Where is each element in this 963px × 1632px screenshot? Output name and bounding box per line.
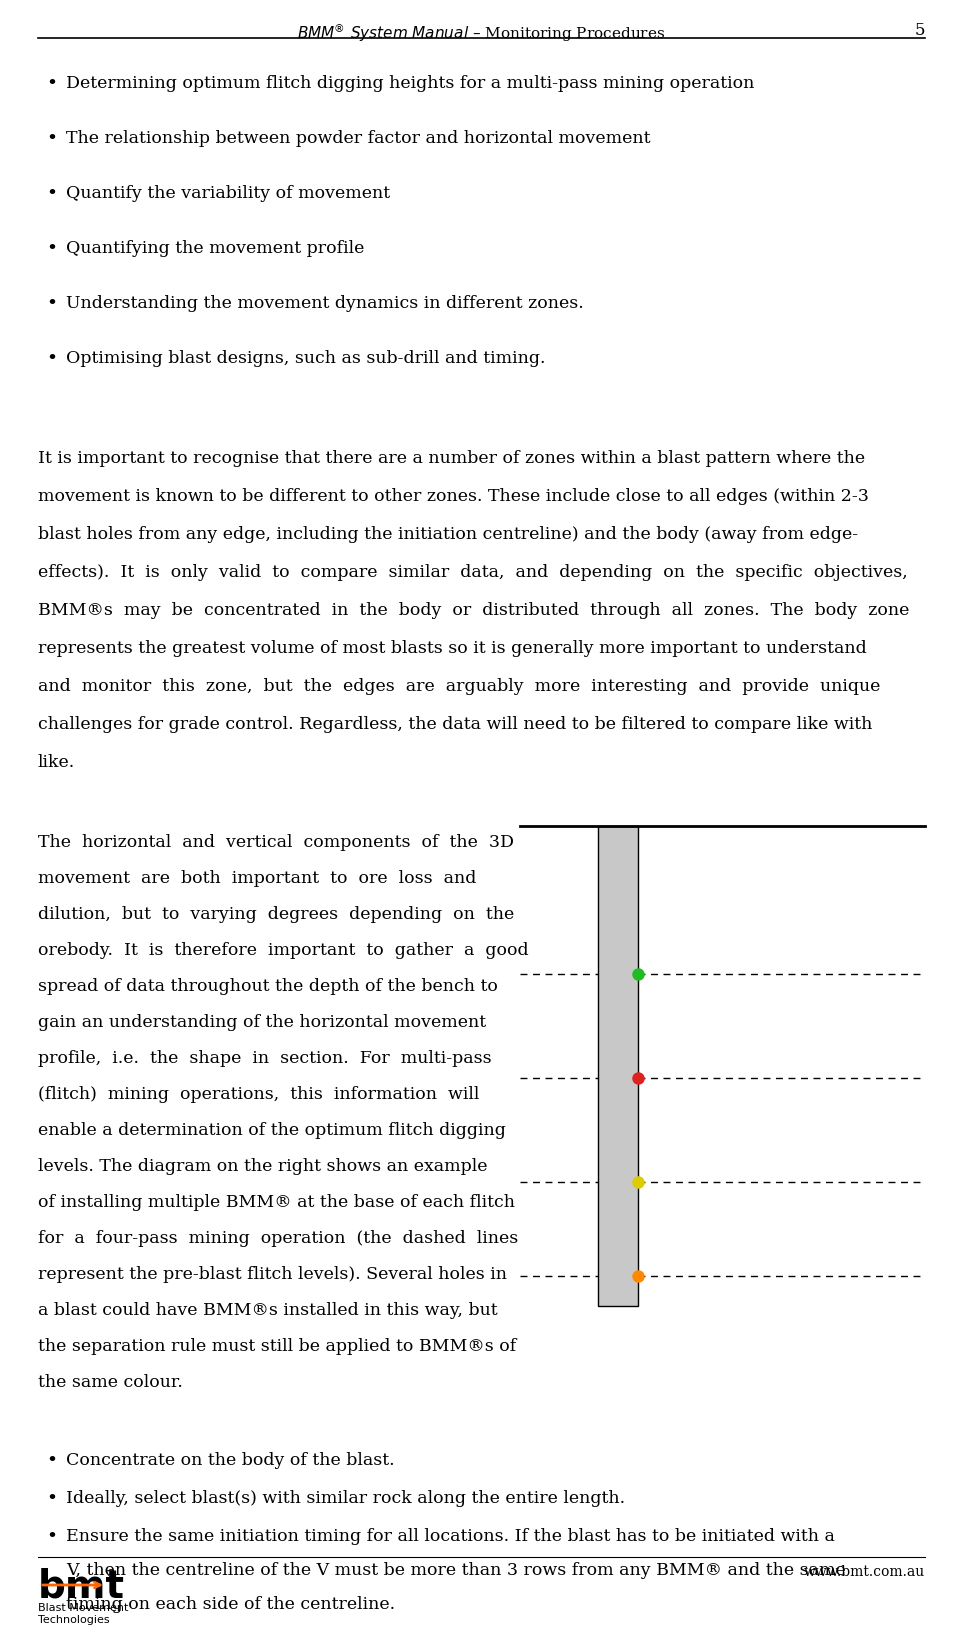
- Text: blast holes from any edge, including the initiation centreline) and the body (aw: blast holes from any edge, including the…: [38, 526, 858, 543]
- Text: of installing multiple BMM® at the base of each flitch: of installing multiple BMM® at the base …: [38, 1195, 515, 1211]
- Text: and  monitor  this  zone,  but  the  edges  are  arguably  more  interesting  an: and monitor this zone, but the edges are…: [38, 677, 880, 695]
- Text: spread of data throughout the depth of the bench to: spread of data throughout the depth of t…: [38, 978, 498, 996]
- Text: •: •: [46, 349, 57, 367]
- Text: Determining optimum flitch digging heights for a multi-pass mining operation: Determining optimum flitch digging heigh…: [66, 75, 754, 91]
- Text: a blast could have BMM®s installed in this way, but: a blast could have BMM®s installed in th…: [38, 1302, 498, 1319]
- Text: movement is known to be different to other zones. These include close to all edg: movement is known to be different to oth…: [38, 488, 869, 504]
- Text: Ideally, select blast(s) with similar rock along the entire length.: Ideally, select blast(s) with similar ro…: [66, 1490, 625, 1506]
- Text: enable a determination of the optimum flitch digging: enable a determination of the optimum fl…: [38, 1123, 506, 1139]
- Text: It is important to recognise that there are a number of zones within a blast pat: It is important to recognise that there …: [38, 450, 865, 467]
- Text: like.: like.: [38, 754, 75, 770]
- Text: •: •: [46, 75, 57, 93]
- Text: 5: 5: [915, 21, 925, 39]
- Text: The  horizontal  and  vertical  components  of  the  3D: The horizontal and vertical components o…: [38, 834, 514, 850]
- Text: Understanding the movement dynamics in different zones.: Understanding the movement dynamics in d…: [66, 295, 584, 312]
- Text: •: •: [46, 184, 57, 202]
- Text: orebody.  It  is  therefore  important  to  gather  a  good: orebody. It is therefore important to ga…: [38, 942, 529, 960]
- Bar: [598, 826, 638, 1306]
- Text: The relationship between powder factor and horizontal movement: The relationship between powder factor a…: [66, 131, 650, 147]
- Text: www.bmt.com.au: www.bmt.com.au: [804, 1565, 925, 1580]
- Text: represent the pre-blast flitch levels). Several holes in: represent the pre-blast flitch levels). …: [38, 1266, 507, 1283]
- Text: bmt: bmt: [38, 1567, 125, 1604]
- Text: •: •: [46, 1490, 57, 1508]
- Text: •: •: [46, 1452, 57, 1470]
- Text: BMM®s  may  be  concentrated  in  the  body  or  distributed  through  all  zone: BMM®s may be concentrated in the body or…: [38, 602, 909, 619]
- Text: •: •: [46, 131, 57, 149]
- Text: profile,  i.e.  the  shape  in  section.  For  multi-pass: profile, i.e. the shape in section. For …: [38, 1049, 492, 1067]
- Text: Optimising blast designs, such as sub-drill and timing.: Optimising blast designs, such as sub-dr…: [66, 349, 545, 367]
- Text: levels. The diagram on the right shows an example: levels. The diagram on the right shows a…: [38, 1159, 487, 1175]
- Text: Quantify the variability of movement: Quantify the variability of movement: [66, 184, 390, 202]
- Text: dilution,  but  to  varying  degrees  depending  on  the: dilution, but to varying degrees dependi…: [38, 906, 514, 924]
- Text: (flitch)  mining  operations,  this  information  will: (flitch) mining operations, this informa…: [38, 1085, 480, 1103]
- Text: ®: ®: [106, 1568, 116, 1580]
- Text: timing on each side of the centreline.: timing on each side of the centreline.: [66, 1596, 395, 1612]
- Text: for  a  four-pass  mining  operation  (the  dashed  lines: for a four-pass mining operation (the da…: [38, 1231, 518, 1247]
- Text: the same colour.: the same colour.: [38, 1374, 183, 1390]
- Text: Blast Movement: Blast Movement: [38, 1603, 128, 1612]
- Text: movement  are  both  important  to  ore  loss  and: movement are both important to ore loss …: [38, 870, 477, 888]
- Text: Ensure the same initiation timing for all locations. If the blast has to be init: Ensure the same initiation timing for al…: [66, 1528, 835, 1546]
- Text: Concentrate on the body of the blast.: Concentrate on the body of the blast.: [66, 1452, 395, 1469]
- Text: effects).  It  is  only  valid  to  compare  similar  data,  and  depending  on : effects). It is only valid to compare si…: [38, 565, 908, 581]
- Text: $\mathit{BMM}$$^{®}$$\mathit{\ System\ Manual}$ – Monitoring Procedures: $\mathit{BMM}$$^{®}$$\mathit{\ System\ M…: [298, 21, 665, 44]
- Text: Technologies: Technologies: [38, 1616, 110, 1625]
- Text: represents the greatest volume of most blasts so it is generally more important : represents the greatest volume of most b…: [38, 640, 867, 658]
- Text: •: •: [46, 1528, 57, 1546]
- Text: •: •: [46, 240, 57, 258]
- Text: Quantifying the movement profile: Quantifying the movement profile: [66, 240, 364, 256]
- Text: V, then the centreline of the V must be more than 3 rows from any BMM® and the s: V, then the centreline of the V must be …: [66, 1562, 846, 1580]
- Text: gain an understanding of the horizontal movement: gain an understanding of the horizontal …: [38, 1013, 486, 1031]
- Text: the separation rule must still be applied to BMM®s of: the separation rule must still be applie…: [38, 1338, 516, 1355]
- Text: •: •: [46, 295, 57, 313]
- Text: challenges for grade control. Regardless, the data will need to be filtered to c: challenges for grade control. Regardless…: [38, 716, 872, 733]
